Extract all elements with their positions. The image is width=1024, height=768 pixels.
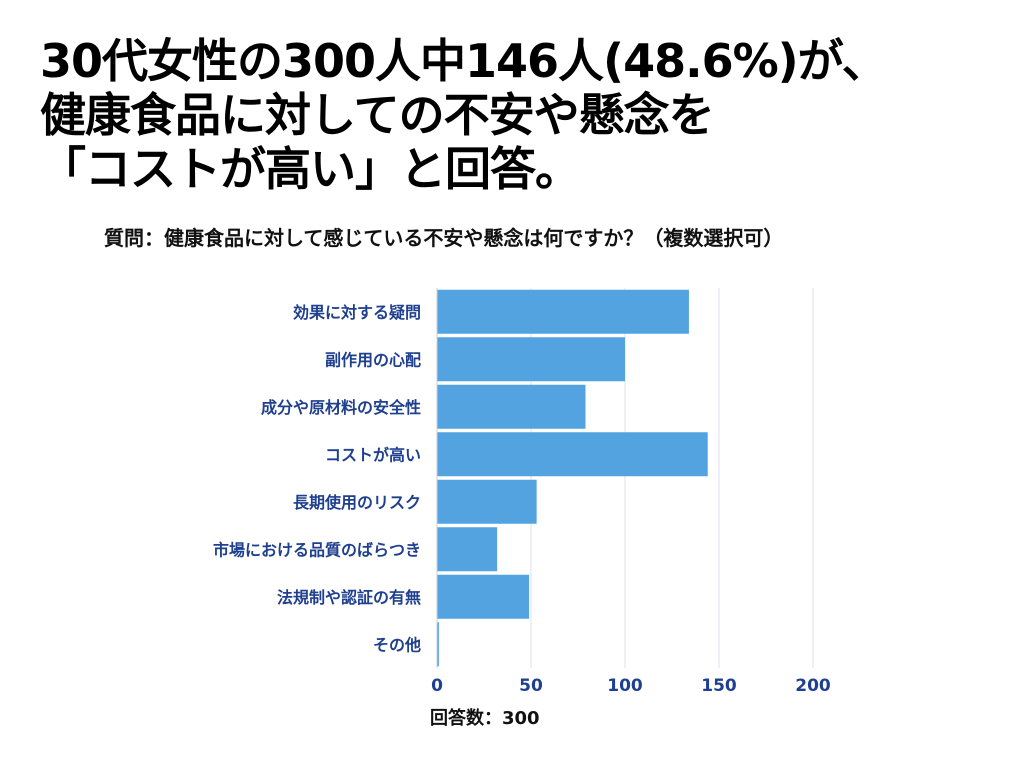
category-label: 市場における品質のばらつき: [213, 540, 421, 559]
x-tick-label: 100: [607, 676, 643, 696]
category-label: 効果に対する疑問: [293, 303, 421, 322]
bar: [437, 574, 530, 619]
x-tick-label: 0: [431, 676, 443, 696]
bar: [437, 432, 708, 477]
x-tick-label: 150: [701, 676, 737, 696]
x-tick-label: 200: [795, 676, 831, 696]
category-label: その他: [373, 635, 421, 654]
headline-line-3: 「コストが高い」と回答。: [40, 142, 581, 196]
survey-question: 質問：健康食品に対して感じている不安や懸念は何ですか？（複数選択可）: [104, 226, 784, 250]
bar: [437, 622, 439, 667]
category-label: 副作用の心配: [325, 350, 421, 369]
bar: [437, 384, 586, 429]
headline-line-1: 30代女性の300人中146人(48.6%)が、: [40, 34, 888, 88]
response-count: 回答数：300: [430, 708, 540, 729]
headline: 30代女性の300人中146人(48.6%)が、 健康食品に対しての不安や懸念を…: [40, 34, 1000, 196]
bar: [437, 337, 625, 382]
bar: [437, 289, 689, 334]
x-tick-label: 50: [519, 676, 543, 696]
category-label: 法規制や認証の有無: [277, 588, 421, 607]
bar: [437, 479, 537, 524]
category-label: コストが高い: [325, 445, 421, 464]
headline-line-2: 健康食品に対しての不安や懸念を: [40, 88, 715, 142]
category-label: 成分や原材料の安全性: [261, 398, 421, 417]
category-label: 長期使用のリスク: [293, 493, 421, 512]
bar: [437, 527, 498, 572]
